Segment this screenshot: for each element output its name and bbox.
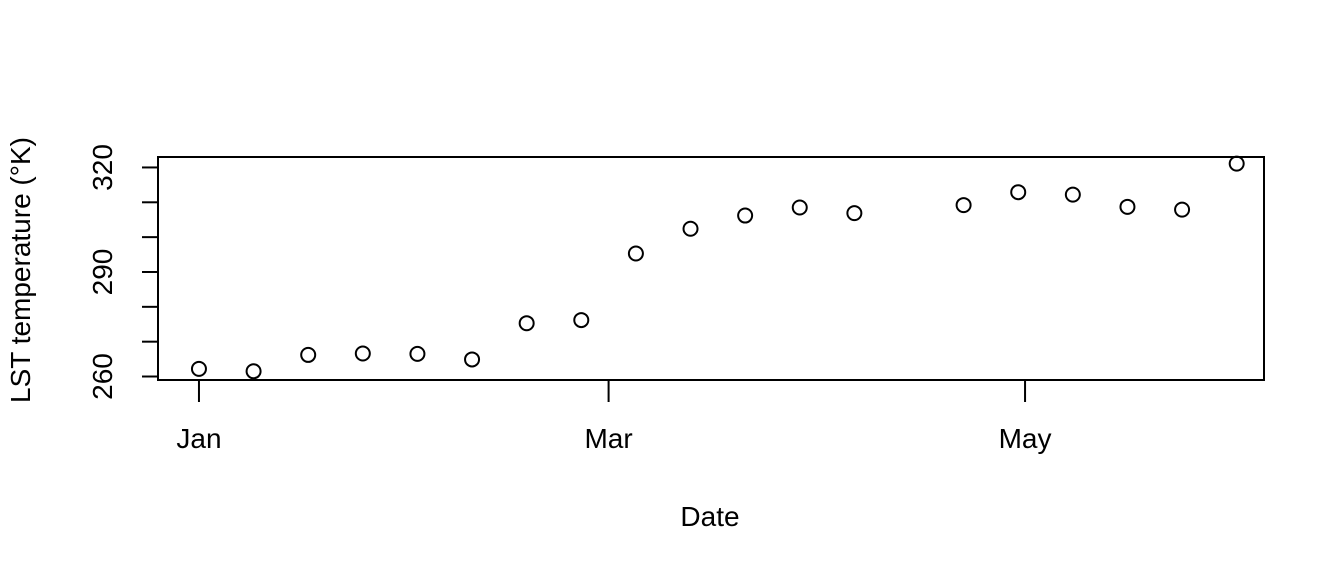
y-axis-label: LST temperature (°K) [5, 137, 36, 403]
data-point [846, 205, 863, 222]
data-point [1119, 198, 1136, 215]
data-point [627, 245, 644, 262]
y-tick-label: 320 [87, 144, 118, 191]
data-point [1228, 155, 1245, 172]
data-point [1174, 201, 1191, 218]
y-tick-label: 260 [87, 353, 118, 400]
data-point [354, 345, 371, 362]
data-point [409, 345, 426, 362]
data-point [190, 360, 207, 377]
x-tick-label: May [999, 423, 1052, 454]
x-axis: Jan Mar May [176, 379, 1052, 454]
data-point [955, 197, 972, 214]
y-tick-label: 290 [87, 249, 118, 296]
x-tick-label: Jan [176, 423, 221, 454]
data-point [573, 312, 590, 329]
data-point [464, 351, 481, 368]
y-axis: 260 290 320 [87, 144, 159, 400]
x-tick-label: Mar [584, 423, 632, 454]
data-point [300, 346, 317, 363]
data-point [791, 199, 808, 216]
data-point [1064, 186, 1081, 203]
data-point [245, 363, 262, 380]
data-point [737, 207, 754, 224]
data-point [1010, 184, 1027, 201]
data-point [682, 220, 699, 237]
plot-frame [157, 156, 1265, 381]
data-points [190, 155, 1245, 380]
data-point [518, 315, 535, 332]
x-axis-label: Date [680, 501, 739, 532]
